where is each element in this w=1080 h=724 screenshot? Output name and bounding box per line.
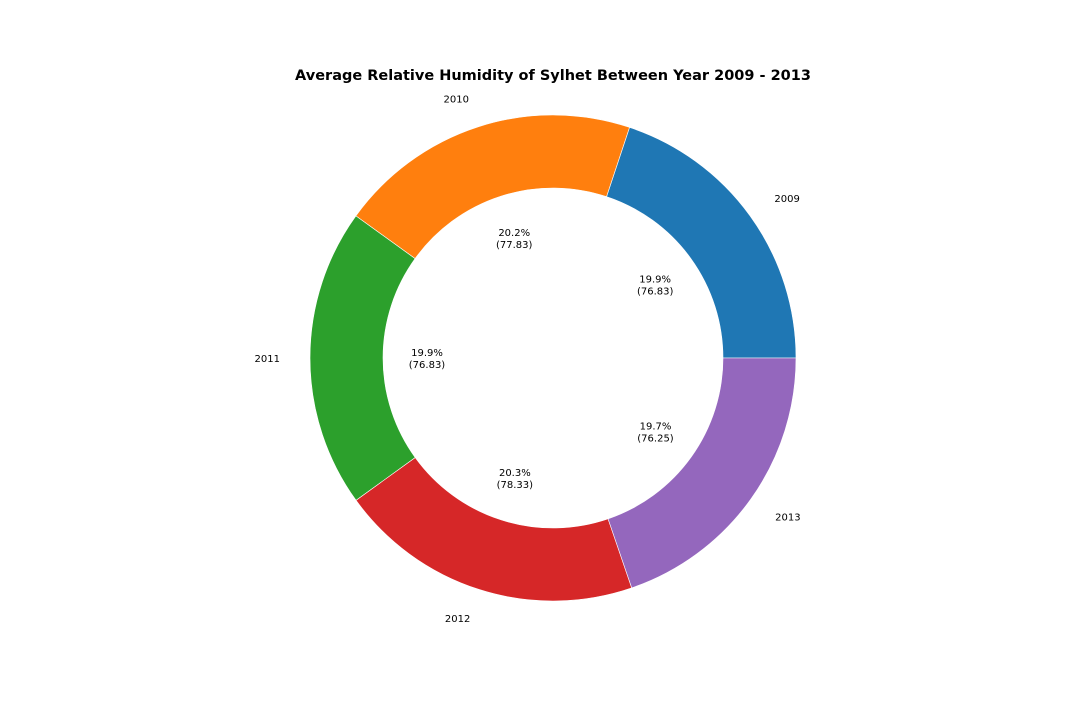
category-label-2011: 2011 — [255, 354, 280, 365]
category-label-2012: 2012 — [445, 614, 470, 625]
percent-value: 19.9% — [639, 274, 671, 285]
raw-value: (76.25) — [637, 433, 674, 444]
percent-value: 20.2% — [498, 228, 530, 239]
slice-2009 — [606, 126, 797, 359]
percent-value: 19.7% — [640, 421, 672, 432]
category-label-2009: 2009 — [774, 194, 799, 205]
percent-label-2009: 19.9% (76.83) — [637, 274, 674, 297]
chart-title: Average Relative Humidity of Sylhet Betw… — [295, 68, 811, 84]
percent-label-2013: 19.7% (76.25) — [637, 421, 674, 444]
slice-2010 — [355, 114, 630, 260]
percent-label-2010: 20.2% (77.83) — [496, 228, 533, 251]
percent-value: 19.9% — [411, 348, 443, 359]
slice-2012 — [355, 457, 633, 602]
percent-label-2012: 20.3% (78.33) — [497, 468, 534, 491]
slice-2013 — [607, 357, 797, 589]
percent-label-2011: 19.9% (76.83) — [409, 348, 446, 371]
slice-2011 — [309, 215, 416, 501]
raw-value: (77.83) — [496, 240, 533, 251]
percent-value: 20.3% — [499, 468, 531, 479]
raw-value: (76.83) — [637, 286, 674, 297]
raw-value: (78.33) — [497, 480, 534, 491]
category-label-2013: 2013 — [775, 513, 800, 524]
raw-value: (76.83) — [409, 360, 446, 371]
category-label-2010: 2010 — [444, 94, 469, 105]
slices-group — [309, 114, 797, 602]
